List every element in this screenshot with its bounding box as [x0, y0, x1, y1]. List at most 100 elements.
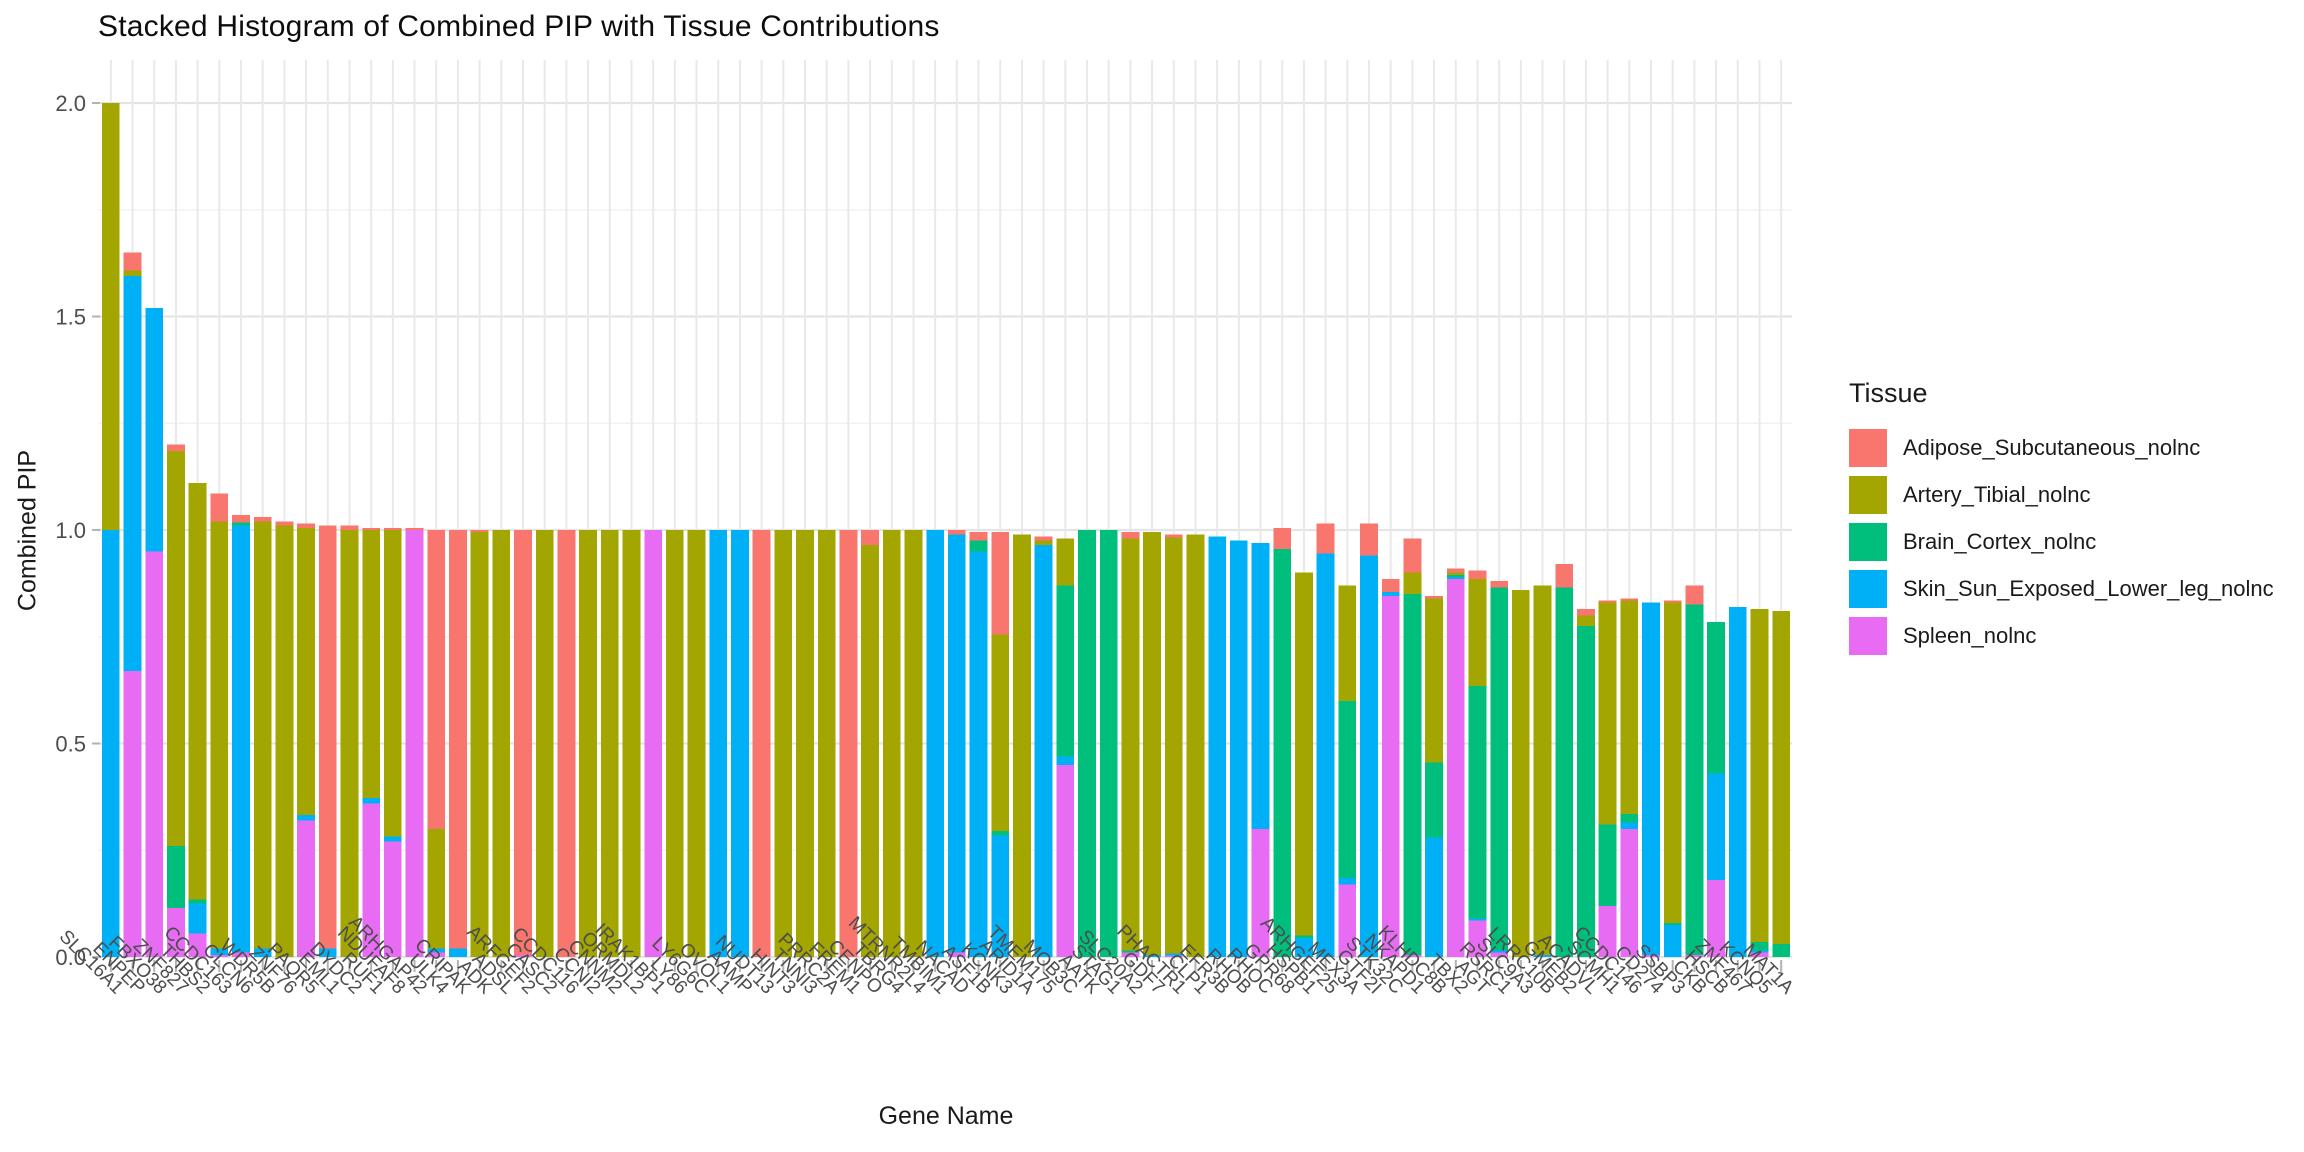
bar-segment-artery	[579, 530, 597, 957]
bar-segment-adipose	[1620, 598, 1639, 601]
legend-label: Artery_Tibial_nolnc	[1903, 482, 2091, 507]
legend-swatch-icon	[1849, 476, 1887, 514]
bar-RUF1	[362, 527, 381, 957]
bar-segment-skin	[101, 530, 120, 957]
bar-segment-adipose	[839, 530, 858, 957]
bar-segment-spleen	[514, 954, 532, 957]
bar-segment-artery	[1772, 611, 1791, 945]
bar-segment-skin	[1728, 606, 1747, 957]
bar-segment-artery	[1143, 532, 1161, 955]
bar-segment-skin	[709, 530, 728, 957]
bar-segment-spleen	[1490, 952, 1509, 957]
bar-segment-brain	[167, 845, 185, 908]
bar-segment-spleen	[1403, 954, 1422, 957]
bar-segment-brain	[1620, 813, 1639, 823]
bar-segment-skin	[1490, 950, 1509, 953]
bar-CRIPAK	[449, 530, 467, 957]
bar-DYDC2	[340, 525, 359, 957]
bar-segment-spleen	[1750, 952, 1769, 957]
bar-segment-adipose	[947, 530, 966, 535]
legend-swatch-icon	[1849, 617, 1887, 655]
bar-segment-spleen	[1468, 920, 1487, 957]
bar-segment-spleen	[1056, 764, 1075, 957]
y-tick-label: 0.5	[55, 732, 86, 757]
bar-CENPO	[861, 530, 879, 957]
bar-segment-brain	[1750, 942, 1769, 951]
bar-AGT	[1468, 570, 1487, 957]
bar-segment-spleen	[1121, 952, 1140, 957]
bar-ASF1B	[969, 532, 988, 957]
bar-segment-artery	[297, 527, 315, 816]
bar-segment-artery	[1577, 615, 1595, 627]
bar-segment-adipose	[1555, 564, 1574, 588]
bar-segment-adipose	[752, 530, 771, 957]
bar-PRRC2A	[817, 530, 836, 957]
bar-segment-artery	[1164, 537, 1183, 954]
bar-segment-skin	[1056, 756, 1075, 765]
bar-segment-skin	[123, 275, 142, 671]
bar-GPR68	[1273, 527, 1292, 957]
bar-segment-skin	[253, 948, 272, 957]
bar-segment-skin	[731, 530, 749, 957]
bar-TMEM175	[1034, 536, 1053, 957]
bar-segment-adipose	[991, 532, 1010, 635]
bar-ARID1A	[1013, 534, 1031, 957]
bar-segment-skin	[926, 530, 945, 957]
bar-segment-adipose	[449, 530, 467, 949]
bar-segment-spleen	[297, 820, 315, 957]
bar-segment-artery	[340, 530, 359, 957]
bar-segment-skin	[1381, 591, 1400, 597]
bar-segment-skin	[210, 948, 229, 955]
bar-segment-artery	[904, 530, 923, 957]
bar-segment-skin	[1707, 773, 1725, 881]
bar-MOB3C	[1056, 538, 1075, 957]
legend: Tissue Adipose_Subcutaneous_nolnc Artery_…	[1849, 378, 2274, 664]
bar-segment-artery	[882, 530, 901, 957]
bar-segment-artery	[210, 521, 229, 949]
bar-CCDC146	[1620, 598, 1639, 957]
bar-segment-adipose	[123, 252, 142, 271]
bar-segment-brain	[1446, 574, 1465, 577]
bar-segment-skin	[1360, 555, 1378, 957]
bar-EFR3B	[1208, 536, 1227, 957]
bar-segment-spleen	[123, 670, 142, 957]
bar-ARFGEF2	[514, 530, 532, 957]
bar-STK32C	[1381, 579, 1400, 957]
bar-segment-adipose	[1316, 523, 1335, 554]
bar-segment-skin	[947, 534, 966, 953]
bar-segment-adipose	[297, 523, 315, 528]
bar-segment-artery	[101, 103, 120, 530]
bar-segment-adipose	[1403, 538, 1422, 573]
chart-title: Stacked Histogram of Combined PIP with T…	[98, 10, 940, 43]
legend-swatch-icon	[1849, 523, 1887, 561]
bar-ADSL	[492, 530, 511, 957]
bar-segment-adipose	[318, 525, 337, 949]
bar-segment-artery	[275, 525, 294, 957]
bar-TBRG4	[882, 530, 901, 957]
bar-segment-artery	[492, 530, 511, 957]
legend-label: Skin_Sun_Exposed_Lower_leg_nolnc	[1903, 576, 2274, 601]
bar-segment-artery	[383, 530, 402, 837]
bar-segment-artery	[535, 530, 554, 957]
bar-segment-skin	[1750, 950, 1769, 953]
bar-segment-adipose	[253, 517, 272, 522]
bar-segment-brain	[1338, 700, 1357, 879]
bar-segment-spleen	[1164, 955, 1183, 957]
bar-segment-adipose	[969, 532, 988, 541]
bar-LY86	[665, 530, 684, 957]
bar-segment-brain	[1468, 685, 1487, 919]
bar-segment-skin	[1251, 542, 1270, 829]
bar-SLC20A2	[1121, 532, 1140, 957]
bar-segment-artery	[123, 270, 142, 276]
legend-item-Brain_Cortex_nolnc: Brain_Cortex_nolnc	[1849, 523, 2274, 561]
bar-segment-adipose	[1034, 536, 1053, 541]
bar-segment-artery	[817, 530, 836, 957]
bar-TNNI3	[796, 530, 814, 957]
bar-segment-skin	[1620, 822, 1639, 829]
bar-segment-artery	[1338, 585, 1357, 701]
bar-segment-skin	[1663, 924, 1682, 957]
bar-segment-spleen	[1642, 954, 1660, 957]
bar-segment-spleen	[1446, 579, 1465, 957]
bar-segment-adipose	[1663, 600, 1682, 603]
bar-MEX3A	[1338, 585, 1357, 957]
